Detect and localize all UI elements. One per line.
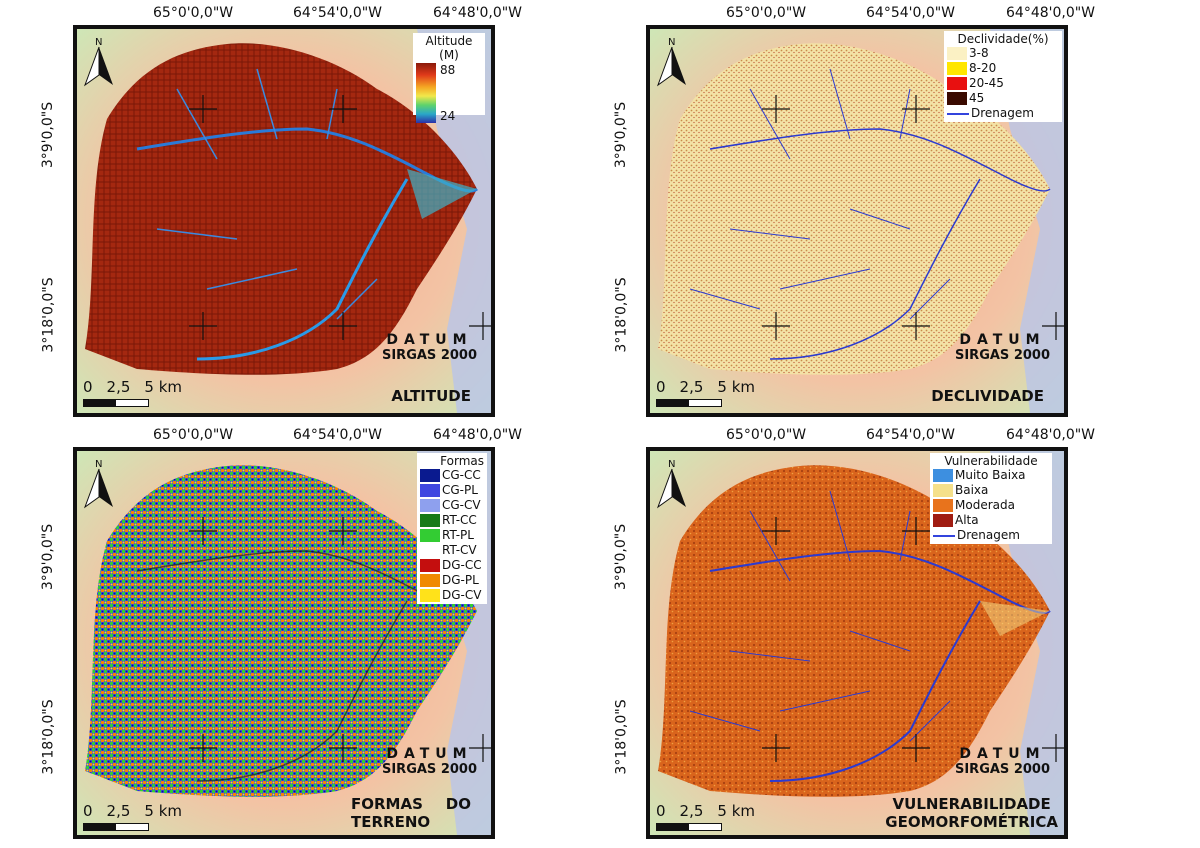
panel-formas: 65°0'0,0"W 64°54'0,0"W 64°48'0,0"W 3°9'0… [40, 427, 615, 842]
scale-bar: 0 2,5 5 km [656, 802, 755, 831]
panel-title: VULNERABILIDADE GEOMORFOMÉTRICA [885, 795, 1058, 831]
legend-item: CG-PL [420, 483, 484, 498]
legend-title: Formas [440, 454, 484, 468]
map-frame: N Declividade(%) 3-8 8-20 20-45 45 Drena… [646, 25, 1068, 417]
map-canvas [650, 29, 1064, 413]
legend-item: Baixa [933, 483, 1049, 498]
lat-label-2: 3°18'0,0"S [613, 277, 630, 353]
lon-label-2: 64°54'0,0"W [866, 5, 956, 21]
legend-max: 88 [440, 63, 456, 77]
map-canvas [77, 451, 491, 835]
datum-label: DATUM SIRGAS 2000 [954, 332, 1050, 363]
legend-drainage: Drenagem [933, 528, 1049, 543]
legend-item: DG-PL [420, 573, 484, 588]
legend-item: Alta [933, 513, 1049, 528]
lon-label-1: 65°0'0,0"W [726, 427, 807, 443]
north-arrow-icon: N [656, 459, 686, 509]
legend-title: Vulnerabilidade [944, 454, 1038, 468]
legend-min: 24 [440, 109, 456, 123]
legend-item: DG-CV [420, 588, 484, 603]
scale-bar: 0 2,5 5 km [83, 802, 182, 831]
lon-label-1: 65°0'0,0"W [153, 5, 234, 21]
panel-title: ALTITUDE [391, 387, 471, 405]
lat-label-1: 3°9'0,0"S [613, 523, 630, 591]
lon-label-3: 64°48'0,0"W [1006, 427, 1096, 443]
datum-label: DATUM SIRGAS 2000 [381, 332, 477, 363]
map-frame: N Formas CG-CC CG-PL CG-CV RT-CC RT-PL R… [73, 447, 495, 839]
panel-declividade: 65°0'0,0"W 64°54'0,0"W 64°48'0,0"W 3°9'0… [613, 5, 1188, 420]
lon-label-3: 64°48'0,0"W [1006, 5, 1096, 21]
altitude-color-ramp [416, 63, 436, 123]
lat-label-1: 3°9'0,0"S [613, 101, 630, 169]
legend-item: DG-CC [420, 558, 484, 573]
legend-item: 20-45 [947, 76, 1059, 91]
legend-item: Muito Baixa [933, 468, 1049, 483]
north-arrow-icon: N [83, 37, 113, 87]
lat-label-2: 3°18'0,0"S [40, 699, 57, 775]
lat-label-1: 3°9'0,0"S [40, 101, 57, 169]
legend-item: RT-CC [420, 513, 484, 528]
panel-title: FORMAS DO TERRENO [351, 795, 471, 831]
lon-label-1: 65°0'0,0"W [153, 427, 234, 443]
north-arrow-icon: N [83, 459, 113, 509]
legend-item: 8-20 [947, 61, 1059, 76]
formas-legend: Formas CG-CC CG-PL CG-CV RT-CC RT-PL RT-… [417, 453, 487, 604]
map-frame: N Altitude (M) 88 24 DATUM SIRGAS 2000 0 [73, 25, 495, 417]
lon-label-2: 64°54'0,0"W [866, 427, 956, 443]
vulnerabilidade-legend: Vulnerabilidade Muito Baixa Baixa Modera… [930, 453, 1052, 544]
lon-label-2: 64°54'0,0"W [293, 427, 383, 443]
svg-text:N: N [95, 37, 102, 48]
legend-item: Moderada [933, 498, 1049, 513]
north-arrow-icon: N [656, 37, 686, 87]
lon-label-3: 64°48'0,0"W [433, 5, 523, 21]
legend-drainage: Drenagem [947, 106, 1059, 121]
lon-label-3: 64°48'0,0"W [433, 427, 523, 443]
declividade-legend: Declividade(%) 3-8 8-20 20-45 45 Drenage… [944, 31, 1062, 122]
panel-vulnerabilidade: 65°0'0,0"W 64°54'0,0"W 64°48'0,0"W 3°9'0… [613, 427, 1188, 842]
map-frame: N Vulnerabilidade Muito Baixa Baixa Mode… [646, 447, 1068, 839]
legend-item: RT-PL [420, 528, 484, 543]
panel-altitude: 65°0'0,0"W 64°54'0,0"W 64°48'0,0"W 3°9'0… [40, 5, 615, 420]
legend-item: 3-8 [947, 46, 1059, 61]
scale-bar: 0 2,5 5 km [656, 378, 755, 407]
lon-label-1: 65°0'0,0"W [726, 5, 807, 21]
lat-label-2: 3°18'0,0"S [613, 699, 630, 775]
scale-bar: 0 2,5 5 km [83, 378, 182, 407]
lat-label-1: 3°9'0,0"S [40, 523, 57, 591]
panel-title: DECLIVIDADE [931, 387, 1044, 405]
legend-item: 45 [947, 91, 1059, 106]
legend-item: CG-CC [420, 468, 484, 483]
map-canvas [650, 451, 1064, 835]
altitude-legend: Altitude (M) 88 24 [413, 33, 485, 123]
legend-item: RT-CV [420, 543, 484, 558]
legend-title: Altitude (M) [425, 34, 473, 62]
datum-label: DATUM SIRGAS 2000 [381, 746, 477, 777]
datum-label: DATUM SIRGAS 2000 [954, 746, 1050, 777]
svg-text:N: N [95, 459, 102, 470]
lon-label-2: 64°54'0,0"W [293, 5, 383, 21]
svg-text:N: N [668, 459, 675, 470]
legend-item: CG-CV [420, 498, 484, 513]
svg-text:N: N [668, 37, 675, 48]
legend-title: Declividade(%) [957, 32, 1049, 46]
lat-label-2: 3°18'0,0"S [40, 277, 57, 353]
